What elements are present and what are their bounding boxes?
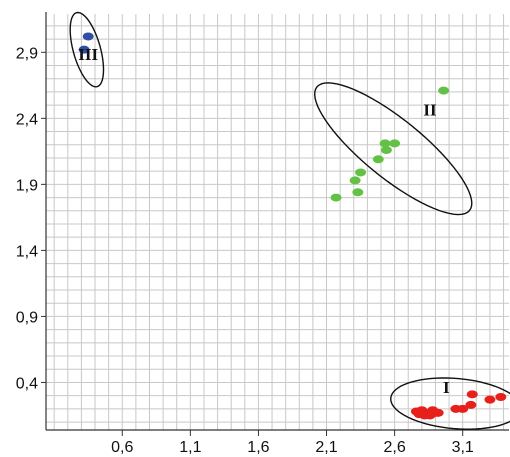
plot-background bbox=[46, 14, 509, 430]
data-point-i bbox=[465, 400, 477, 409]
x-tick-label: 1,6 bbox=[247, 439, 269, 456]
data-point-ii bbox=[349, 176, 361, 185]
y-axis-ticks: 0,4 0,9 1,4 1,9 2,4 2,9 bbox=[16, 45, 46, 392]
x-axis-ticks: 0,6 1,1 1,6 2,1 2,6 3,1 bbox=[111, 430, 474, 456]
data-point-i bbox=[466, 390, 478, 399]
data-point-iii bbox=[78, 45, 90, 54]
axes bbox=[45, 12, 509, 431]
cluster-label-i: I bbox=[443, 378, 450, 397]
data-point-i bbox=[495, 392, 507, 401]
y-tick-label: 1,4 bbox=[16, 243, 38, 260]
x-tick-label: 0,6 bbox=[111, 439, 133, 456]
cluster-ellipse-i bbox=[390, 377, 510, 430]
x-tick-label: 2,1 bbox=[315, 439, 337, 456]
data-point-i bbox=[432, 408, 444, 417]
cluster-label-iii: III bbox=[78, 45, 98, 64]
cluster-ellipses bbox=[69, 11, 510, 430]
data-point-ii bbox=[352, 188, 364, 197]
data-points bbox=[78, 32, 507, 420]
data-point-ii bbox=[372, 155, 384, 164]
x-tick-label: 3,1 bbox=[452, 439, 474, 456]
x-tick-label: 2,6 bbox=[383, 439, 405, 456]
data-point-ii bbox=[438, 86, 450, 95]
data-point-iii bbox=[82, 32, 94, 41]
y-tick-label: 2,9 bbox=[16, 45, 38, 62]
y-tick-label: 0,4 bbox=[16, 375, 38, 392]
data-point-ii bbox=[379, 139, 391, 148]
data-point-ii bbox=[330, 193, 342, 202]
data-point-i bbox=[484, 395, 496, 404]
data-point-ii bbox=[355, 168, 367, 177]
cluster-ellipse-ii bbox=[314, 82, 473, 216]
data-point-ii bbox=[380, 146, 392, 155]
data-point-ii bbox=[389, 139, 401, 148]
cluster-ellipse-iii bbox=[69, 11, 105, 88]
grid bbox=[46, 14, 509, 430]
y-tick-label: 1,9 bbox=[16, 177, 38, 194]
y-tick-label: 2,4 bbox=[16, 111, 38, 128]
y-tick-label: 0,9 bbox=[16, 309, 38, 326]
x-tick-label: 1,1 bbox=[179, 439, 201, 456]
data-point-i bbox=[457, 404, 469, 413]
cluster-label-ii: II bbox=[423, 101, 437, 120]
